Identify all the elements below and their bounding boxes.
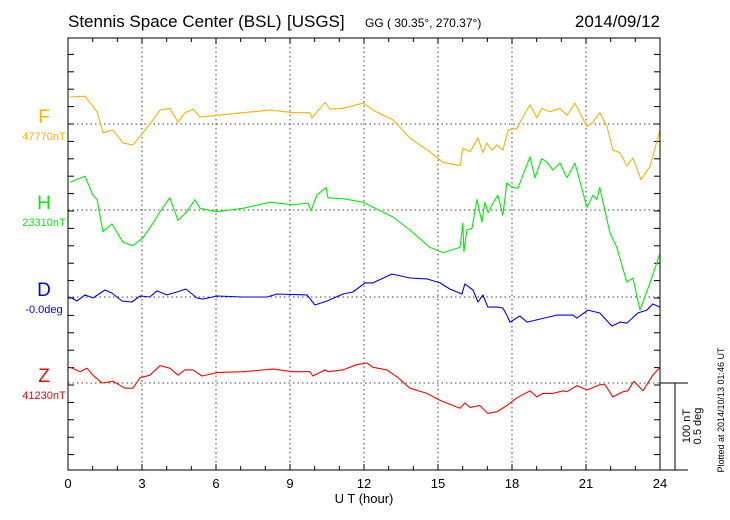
plot-frame: [67, 37, 661, 471]
trace-z: [69, 362, 661, 414]
trace-d: [69, 273, 661, 327]
chart-date: 2014/09/12: [575, 12, 660, 31]
x-tick-label: 6: [212, 476, 219, 491]
axis-ticks: [67, 38, 661, 470]
chart-title-network: [USGS]: [287, 12, 345, 31]
x-tick-label: 24: [653, 476, 667, 491]
x-tick-label: 12: [357, 476, 371, 491]
trace-f: [69, 95, 661, 181]
series-name-h: H: [37, 193, 51, 214]
traces: [69, 95, 661, 414]
chart-coordinates: GG ( 30.35°, 270.37°): [365, 16, 481, 30]
trace-h: [69, 156, 661, 311]
scale-bar: 100 nT 0.5 deg: [660, 382, 704, 471]
chart-title-station: Stennis Space Center (BSL): [68, 12, 282, 31]
scale-bar-deg: 0.5 deg: [692, 408, 704, 445]
x-tick-label: 15: [431, 476, 445, 491]
grid: [68, 38, 660, 470]
series-baseline-f: 47770nT: [22, 131, 66, 143]
x-tick-label: 9: [286, 476, 293, 491]
series-baseline-z: 41230nT: [22, 390, 66, 402]
series-name-f: F: [38, 107, 50, 128]
x-tick-label: 0: [64, 476, 71, 491]
series-name-z: Z: [38, 366, 50, 387]
series-labels: F 47770nT H 23310nT D -0.0deg Z 41230nT: [22, 107, 66, 402]
x-axis-label: U T (hour): [335, 491, 394, 506]
series-baseline-h: 23310nT: [22, 217, 66, 229]
series-baseline-d: -0.0deg: [25, 304, 62, 316]
series-name-d: D: [37, 280, 51, 301]
plotted-timestamp: Plotted at 2014/10/13 01:46 UT: [716, 347, 726, 473]
x-tick-label: 3: [138, 476, 145, 491]
x-tick-label: 21: [579, 476, 593, 491]
scale-bar-nt: 100 nT: [681, 409, 693, 444]
x-tick-label: 18: [505, 476, 519, 491]
x-tick-labels: 0 3 6 9 12 15 18 21 24: [64, 476, 667, 491]
